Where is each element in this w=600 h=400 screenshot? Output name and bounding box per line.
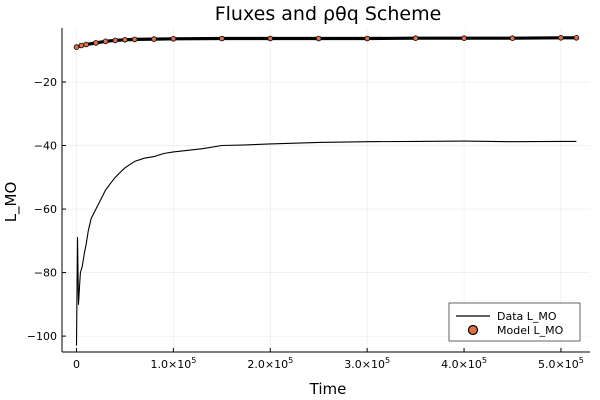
legend-entry-data: Data L_MO — [497, 310, 557, 323]
model-point — [461, 35, 467, 41]
x-tick-label: 4.0×105 — [441, 356, 487, 371]
y-tick-label: −100 — [27, 330, 57, 343]
x-tick-label: 0 — [73, 358, 80, 371]
legend-entry-model: Model L_MO — [497, 324, 564, 337]
x-tick-label: 3.0×105 — [344, 356, 390, 371]
y-tick-label: −20 — [34, 76, 57, 89]
model-point — [93, 40, 99, 46]
model-point — [78, 42, 85, 49]
x-tick-label: 2.0×105 — [247, 356, 293, 371]
model-point — [102, 38, 109, 45]
model-point — [558, 34, 564, 41]
model-point — [73, 44, 80, 50]
y-tick-label: −80 — [34, 267, 57, 280]
y-tick-label: −60 — [34, 203, 57, 216]
y-axis-label: L_MO — [2, 182, 21, 223]
series-line-data — [75, 140, 577, 346]
model-point — [219, 35, 225, 42]
legend: Data L_MO Model L_MO — [448, 302, 581, 342]
x-tick-label: 1.0×105 — [151, 356, 197, 371]
model-point — [112, 37, 119, 44]
series-layer — [73, 34, 580, 346]
x-axis-label: Time — [309, 380, 347, 398]
model-point — [267, 35, 274, 42]
chart-title: Fluxes and ρθq Scheme — [215, 3, 442, 25]
model-point — [170, 35, 177, 42]
model-point — [131, 36, 138, 43]
legend-box — [448, 302, 581, 342]
legend-marker-swatch — [467, 324, 479, 336]
model-point — [412, 35, 419, 41]
model-point — [364, 35, 371, 42]
y-tick-label: −40 — [34, 140, 57, 153]
tick-labels: 0 1.0×105 2.0×105 3.0×105 4.0×105 5.0×105 −100… — [27, 76, 584, 371]
model-point — [509, 35, 516, 41]
model-point — [315, 35, 322, 42]
axes — [61, 28, 590, 353]
model-point — [151, 36, 157, 42]
model-point — [83, 41, 89, 48]
x-tick-label: 5.0×105 — [538, 356, 584, 371]
model-point — [573, 34, 580, 41]
model-point — [122, 36, 128, 43]
